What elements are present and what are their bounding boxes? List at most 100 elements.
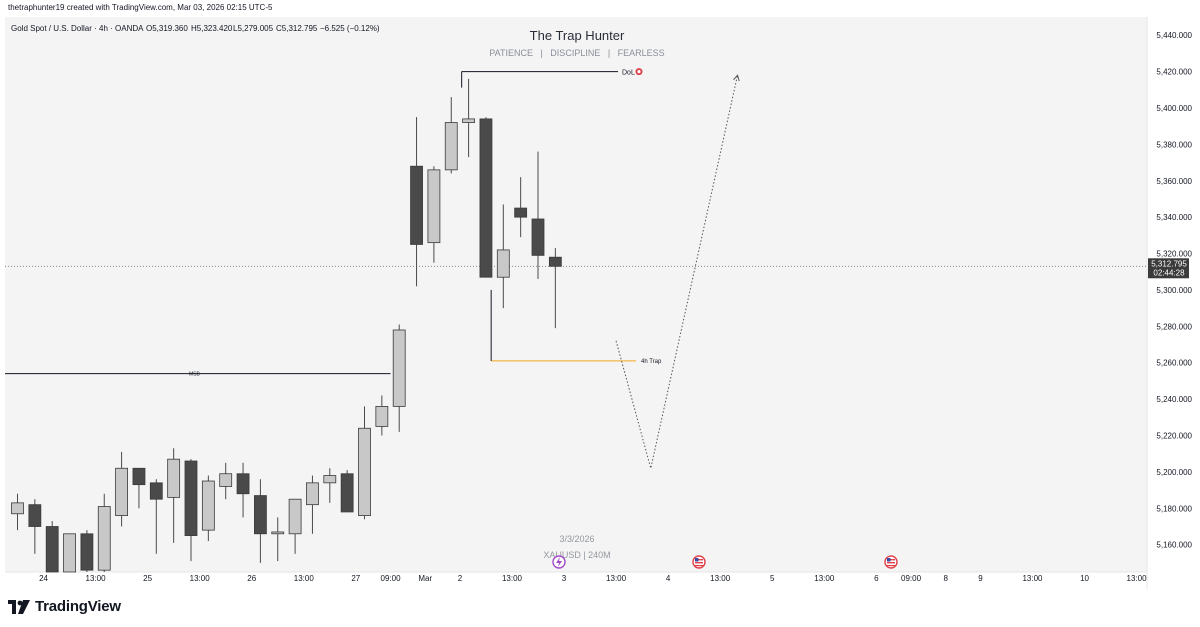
candle — [392, 324, 406, 432]
price-tick-label: 5,240.000 — [1156, 395, 1192, 404]
time-tick-label: 13:00 — [294, 574, 315, 583]
price-tick-label: 5,220.000 — [1156, 432, 1192, 441]
price-tick-label: 5,400.000 — [1156, 104, 1192, 113]
time-tick-label: 9 — [978, 574, 983, 583]
time-tick-label: 13:00 — [190, 574, 211, 583]
time-tick-label: Mar — [418, 574, 432, 583]
time-tick-label: 5 — [770, 574, 775, 583]
lightning-icon[interactable] — [552, 555, 566, 569]
candle-body-bear — [28, 504, 42, 527]
time-tick-label: 26 — [247, 574, 256, 583]
candle-body-bear — [184, 460, 198, 537]
candle-body-bull — [97, 506, 111, 571]
candle — [323, 468, 337, 503]
time-tick-label: 25 — [143, 574, 152, 583]
candle-body-bull — [496, 249, 510, 278]
candle-body-bull — [392, 329, 406, 407]
watermark-date: 3/3/2026 — [559, 534, 594, 544]
candle-body-bear — [514, 207, 528, 218]
candle-body-bull — [219, 473, 233, 487]
time-tick-label: 09:00 — [381, 574, 402, 583]
price-tick-label: 5,260.000 — [1156, 359, 1192, 368]
price-axis-ticks: 5,440.000 5,420.000 5,400.000 5,380.000 5,36… — [1156, 31, 1192, 550]
candle-body-bear — [149, 482, 163, 500]
price-tick-label: 5,160.000 — [1156, 541, 1192, 550]
us-flag-icon[interactable] — [692, 555, 706, 569]
candle-body-bull — [462, 118, 476, 123]
drawings[interactable]: MSB DoL 4h Trap — [5, 68, 740, 469]
time-tick-label: 13:00 — [86, 574, 107, 583]
candle-body-bull — [323, 475, 337, 484]
legend: Gold Spot / U.S. Dollar · 4h · OANDA O5,… — [11, 24, 380, 33]
candle — [306, 475, 319, 534]
candle — [427, 166, 441, 263]
time-tick-label: 13:00 — [1022, 574, 1043, 583]
candle — [358, 406, 371, 520]
time-tick-label: 8 — [943, 574, 948, 583]
time-tick-label: 10 — [1080, 574, 1089, 583]
candle — [444, 97, 458, 174]
projection-path[interactable] — [615, 75, 739, 469]
ohlc-change: −6.525 (−0.12%) — [320, 24, 380, 33]
candle-body-bull — [375, 406, 389, 427]
price-tick-label: 5,320.000 — [1156, 250, 1192, 259]
time-tick-label: 4 — [666, 574, 671, 583]
candle-body-bear — [45, 526, 59, 573]
ohlc-close: C5,312.795 — [276, 24, 318, 33]
dol-label: DoL — [622, 70, 635, 77]
price-label-countdown: 02:44:28 — [1153, 268, 1185, 277]
price-tick-label: 5,380.000 — [1156, 140, 1192, 149]
tradingview-logo[interactable]: TradingView — [8, 598, 121, 615]
candle-body-bear — [132, 467, 146, 486]
msb-label: MSB — [189, 372, 201, 378]
time-tick-label: 3 — [562, 574, 567, 583]
time-tick-label: 27 — [351, 574, 360, 583]
candle — [288, 498, 302, 554]
candle — [80, 530, 94, 572]
candle-body-bear — [253, 495, 267, 535]
candle — [271, 517, 285, 562]
price-label[interactable]: 5,312.795 02:44:28 — [1148, 258, 1189, 279]
price-axis[interactable] — [1147, 17, 1195, 589]
time-tick-label: 13:00 — [1127, 574, 1148, 583]
price-tick-label: 5,300.000 — [1156, 286, 1192, 295]
target-icon-center — [637, 69, 641, 74]
time-tick-label: 2 — [458, 574, 463, 583]
watermark-symbol: XAUUSD | 240M — [543, 550, 610, 560]
candle-body-bull — [201, 480, 215, 531]
candle — [375, 395, 389, 436]
candles — [11, 78, 562, 573]
candle-body-bear — [479, 118, 493, 278]
candle-body-bull — [167, 458, 181, 498]
candle — [28, 499, 42, 554]
trap-label: 4h Trap — [641, 359, 662, 365]
time-tick-label: 24 — [39, 574, 48, 583]
event-markers[interactable] — [552, 555, 898, 569]
ohlc-open: O5,319.360 — [146, 24, 188, 33]
candle — [97, 493, 111, 572]
candle-body-bear — [410, 165, 423, 245]
price-tick-label: 5,340.000 — [1156, 213, 1192, 222]
candle-body-bull — [444, 122, 458, 171]
projection-arrowhead — [733, 74, 740, 82]
candle-body-bull — [288, 498, 302, 535]
candle — [184, 459, 198, 562]
candle — [115, 451, 128, 527]
candle-body-bull — [115, 467, 128, 516]
candle — [253, 479, 267, 563]
candle-body-bull — [63, 533, 76, 573]
us-flag-icon[interactable] — [884, 555, 898, 569]
candle-body-bear — [340, 473, 354, 513]
time-tick-label: 13:00 — [710, 574, 731, 583]
candle — [479, 117, 493, 278]
time-axis-ticks: 24 13:00 25 13:00 26 13:00 27 09:00 Mar 2 13:00 3 13… — [39, 574, 1147, 583]
price-tick-label: 5,200.000 — [1156, 468, 1192, 477]
time-tick-label: 6 — [874, 574, 879, 583]
candle — [236, 462, 250, 518]
tradingview-logo-icon — [8, 599, 30, 614]
candle — [531, 151, 545, 280]
price-tick-label: 5,180.000 — [1156, 504, 1192, 513]
candle — [132, 467, 146, 509]
ohlc-low: L5,279.005 — [233, 24, 274, 33]
